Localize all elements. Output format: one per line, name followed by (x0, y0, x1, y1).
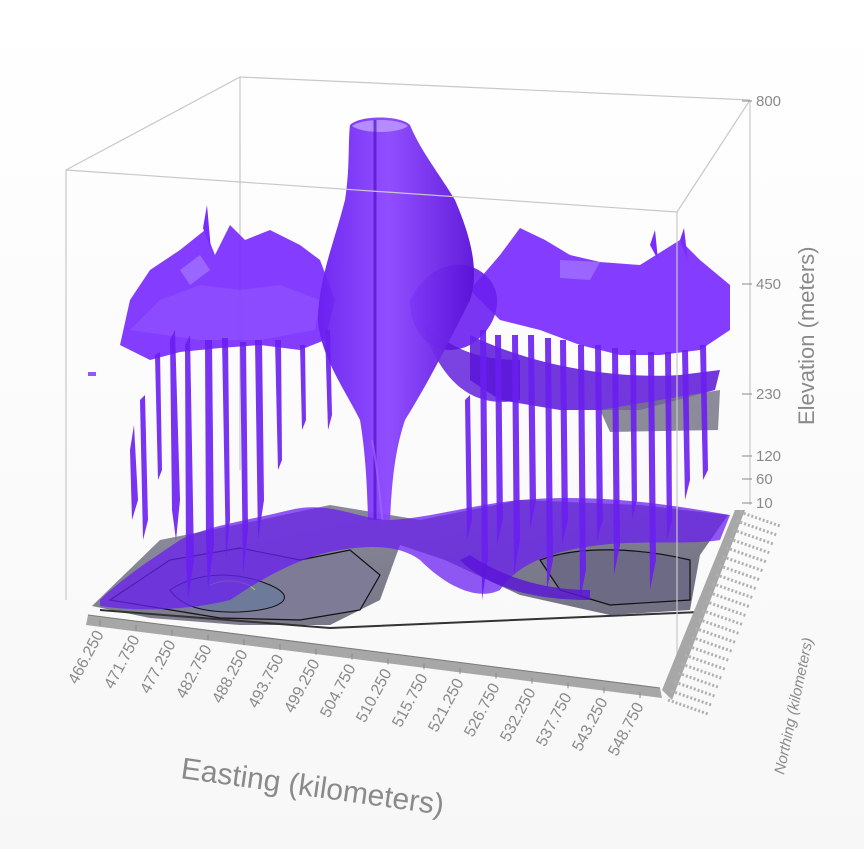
y-tick-mark (698, 618, 740, 635)
y-tick-mark (729, 537, 771, 555)
y-tick-mark (670, 689, 712, 707)
y-tick-mark (701, 609, 743, 626)
z-tick-label: 60 (756, 471, 773, 488)
y-tick-mark (677, 671, 719, 689)
bounding-box-front (65, 99, 751, 680)
y-tick-mark (681, 662, 723, 680)
y-tick-mark (718, 564, 760, 582)
x-axis-ruler (86, 614, 662, 698)
y-tick-mark (725, 546, 767, 564)
z-tick-label: 10 (756, 495, 773, 512)
y-tick-mark (722, 555, 764, 573)
y-tick-mark (705, 600, 747, 617)
y-tick-mark (715, 573, 757, 591)
surface-mesh (88, 117, 730, 610)
y-tick-mark (736, 519, 778, 537)
y-tick-mark (739, 510, 781, 528)
y-tick-mark (712, 582, 754, 600)
z-tick-label: 450 (756, 276, 781, 293)
z-axis-ticks: 10 60 120 230 450 800 (742, 93, 781, 512)
y-tick-mark (691, 635, 733, 653)
y-tick-mark (708, 591, 750, 608)
y-tick-mark (732, 528, 774, 546)
z-tick-label: 230 (756, 386, 781, 403)
z-tick-label: 800 (756, 93, 781, 110)
y-tick-mark (684, 653, 726, 671)
y-tick-mark (674, 680, 716, 698)
y-tick-mark (688, 644, 730, 662)
z-axis-title: Elevation (meters) (794, 246, 819, 425)
y-tick-mark (667, 698, 709, 716)
z-tick-label: 120 (756, 448, 781, 465)
y-axis-ticks (667, 510, 781, 716)
y-tick-mark (694, 626, 736, 644)
